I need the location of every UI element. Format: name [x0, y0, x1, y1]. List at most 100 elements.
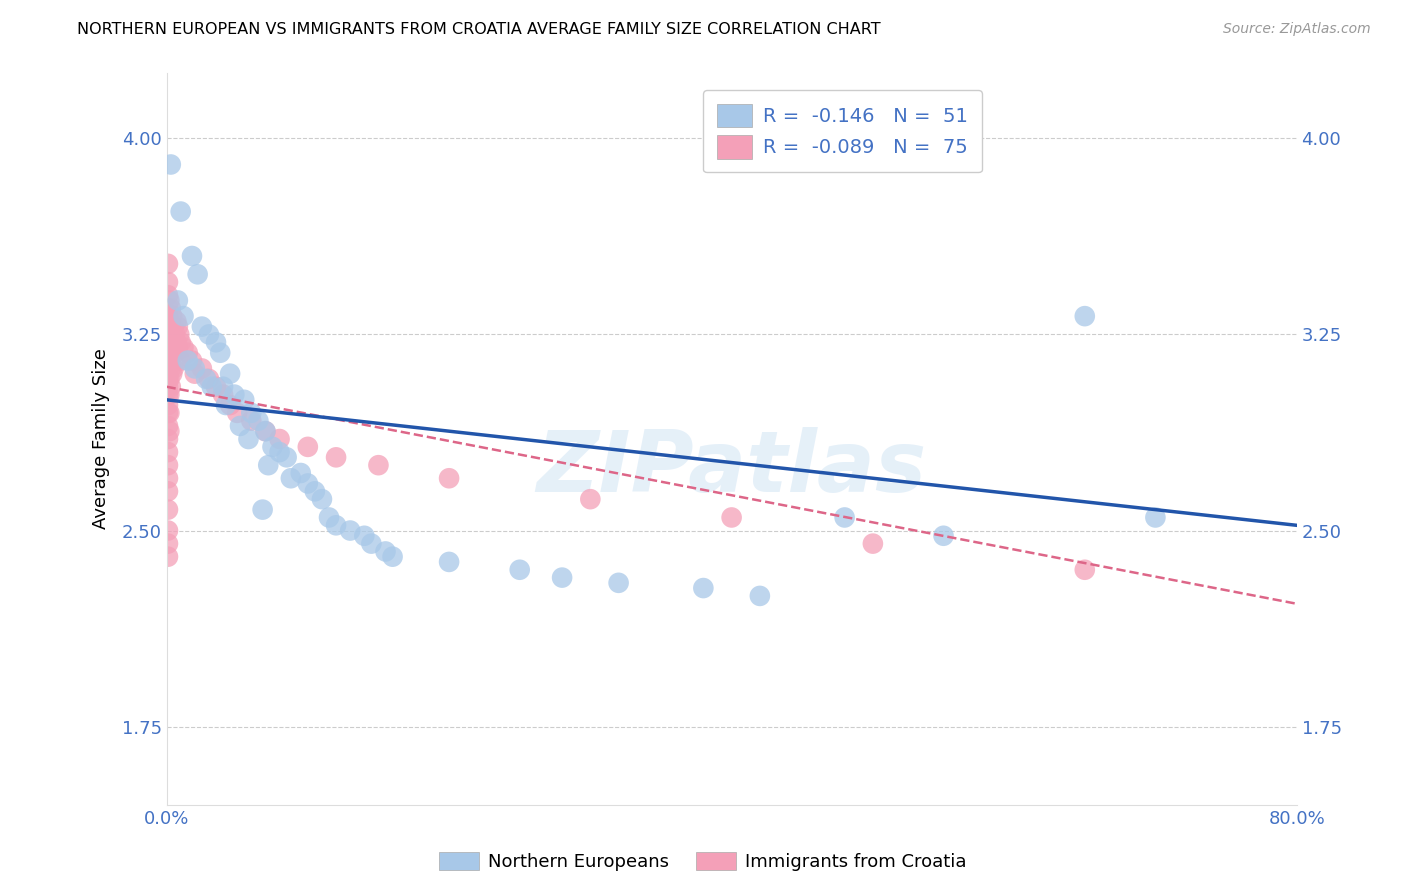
Point: [212, 380, 235, 394]
Point: [169, 327, 191, 342]
Point: [156, 406, 179, 420]
Point: [166, 341, 188, 355]
Point: [156, 301, 179, 316]
Point: [607, 575, 630, 590]
Point: [184, 361, 207, 376]
Point: [318, 510, 340, 524]
Point: [1144, 510, 1167, 524]
Point: [156, 549, 179, 564]
Point: [163, 327, 186, 342]
Point: [360, 536, 382, 550]
Point: [219, 398, 242, 412]
Point: [374, 544, 396, 558]
Point: [177, 345, 200, 359]
Point: [156, 361, 179, 376]
Point: [157, 424, 180, 438]
Point: [157, 314, 180, 328]
Point: [195, 372, 218, 386]
Point: [157, 293, 180, 308]
Y-axis label: Average Family Size: Average Family Size: [93, 349, 110, 530]
Point: [156, 380, 179, 394]
Point: [1074, 563, 1097, 577]
Point: [160, 327, 183, 342]
Point: [156, 419, 179, 434]
Point: [862, 536, 884, 550]
Point: [247, 414, 270, 428]
Point: [156, 345, 179, 359]
Point: [156, 445, 179, 459]
Point: [280, 471, 302, 485]
Point: [173, 341, 195, 355]
Text: ZIPatlas: ZIPatlas: [537, 426, 927, 510]
Point: [304, 484, 326, 499]
Point: [159, 301, 181, 316]
Point: [159, 319, 181, 334]
Point: [262, 440, 284, 454]
Point: [177, 353, 200, 368]
Point: [157, 353, 180, 368]
Point: [240, 406, 263, 420]
Point: [156, 484, 179, 499]
Point: [156, 502, 179, 516]
Point: [226, 406, 249, 420]
Point: [166, 293, 188, 308]
Text: Source: ZipAtlas.com: Source: ZipAtlas.com: [1223, 22, 1371, 37]
Point: [170, 335, 193, 350]
Legend: R =  -0.146   N =  51, R =  -0.089   N =  75: R = -0.146 N = 51, R = -0.089 N = 75: [703, 90, 981, 172]
Point: [579, 492, 602, 507]
Point: [156, 471, 179, 485]
Point: [269, 445, 291, 459]
Point: [157, 335, 180, 350]
Point: [157, 372, 180, 386]
Point: [219, 367, 242, 381]
Point: [166, 319, 188, 334]
Point: [156, 372, 179, 386]
Point: [165, 335, 187, 350]
Point: [297, 440, 319, 454]
Point: [181, 353, 204, 368]
Point: [269, 432, 291, 446]
Point: [1074, 309, 1097, 323]
Point: [160, 309, 183, 323]
Point: [170, 204, 193, 219]
Point: [156, 288, 179, 302]
Point: [311, 492, 333, 507]
Point: [290, 466, 312, 480]
Point: [437, 555, 460, 569]
Point: [156, 387, 179, 401]
Point: [165, 314, 187, 328]
Point: [163, 345, 186, 359]
Point: [159, 157, 181, 171]
Point: [191, 319, 214, 334]
Point: [353, 529, 375, 543]
Point: [159, 341, 181, 355]
Point: [205, 380, 228, 394]
Point: [325, 518, 347, 533]
Point: [551, 571, 574, 585]
Point: [209, 345, 232, 359]
Point: [201, 380, 224, 394]
Point: [381, 549, 404, 564]
Point: [297, 476, 319, 491]
Point: [156, 432, 179, 446]
Point: [157, 387, 180, 401]
Point: [692, 581, 714, 595]
Point: [160, 345, 183, 359]
Point: [834, 510, 856, 524]
Legend: Northern Europeans, Immigrants from Croatia: Northern Europeans, Immigrants from Croa…: [432, 845, 974, 879]
Point: [156, 319, 179, 334]
Point: [748, 589, 770, 603]
Point: [932, 529, 955, 543]
Point: [156, 536, 179, 550]
Point: [173, 309, 195, 323]
Point: [238, 432, 260, 446]
Point: [162, 341, 184, 355]
Text: NORTHERN EUROPEAN VS IMMIGRANTS FROM CROATIA AVERAGE FAMILY SIZE CORRELATION CHA: NORTHERN EUROPEAN VS IMMIGRANTS FROM CRO…: [77, 22, 882, 37]
Point: [212, 387, 235, 401]
Point: [367, 458, 389, 472]
Point: [276, 450, 298, 465]
Point: [252, 502, 274, 516]
Point: [257, 458, 280, 472]
Point: [156, 257, 179, 271]
Point: [229, 419, 252, 434]
